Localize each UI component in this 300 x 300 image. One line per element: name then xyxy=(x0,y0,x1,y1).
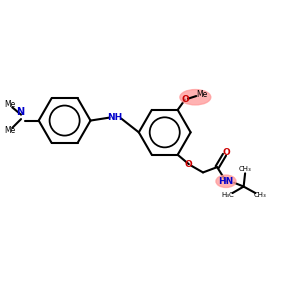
Text: O: O xyxy=(181,95,189,104)
Text: CH₃: CH₃ xyxy=(254,191,266,197)
Text: CH₃: CH₃ xyxy=(239,167,251,172)
Text: O: O xyxy=(185,160,193,169)
Text: NH: NH xyxy=(107,113,122,122)
Ellipse shape xyxy=(216,175,236,188)
Text: Me: Me xyxy=(4,126,16,135)
Text: Me: Me xyxy=(4,100,16,109)
Text: Me: Me xyxy=(196,90,207,99)
Ellipse shape xyxy=(180,90,211,105)
Text: N: N xyxy=(16,107,24,117)
Text: H₃C: H₃C xyxy=(222,191,234,197)
Text: O: O xyxy=(222,148,230,157)
Text: HN: HN xyxy=(218,177,234,186)
